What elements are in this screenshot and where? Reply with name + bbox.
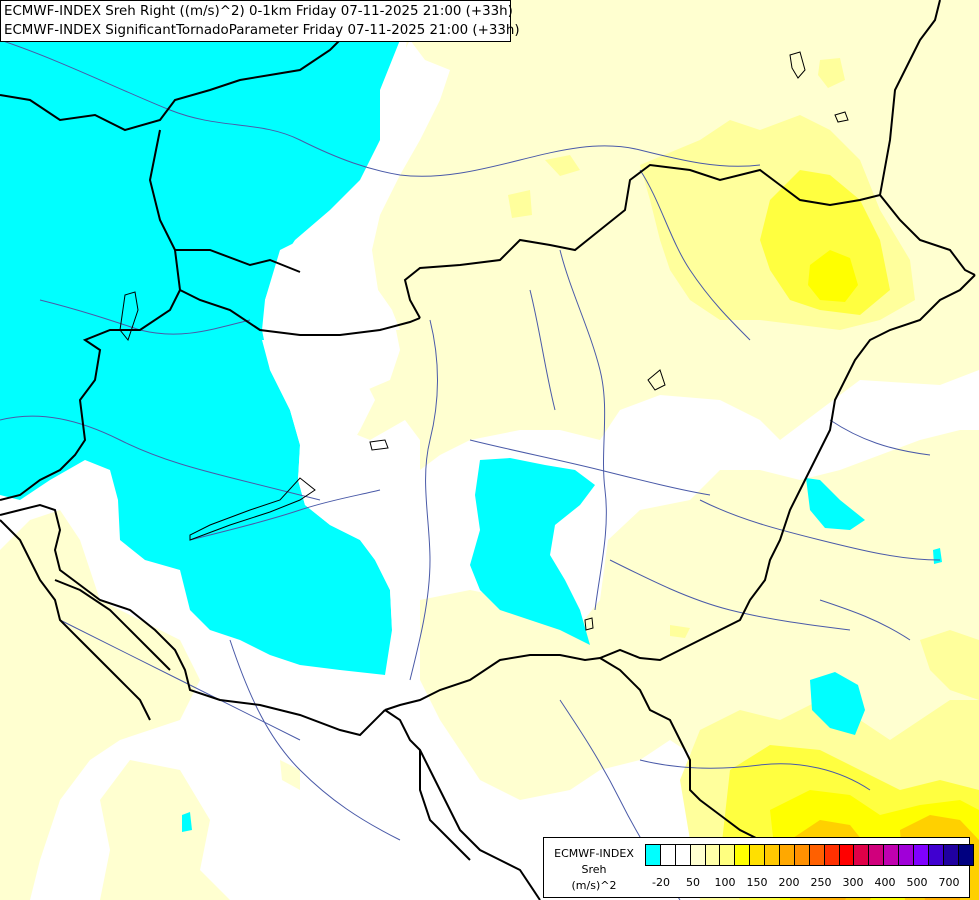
legend-swatch <box>719 844 736 866</box>
legend-swatch <box>853 844 870 866</box>
legend-swatch <box>659 844 676 866</box>
legend-swatch <box>898 844 915 866</box>
legend-swatch <box>868 844 885 866</box>
legend-tick-label: -20 <box>652 876 670 889</box>
legend-swatch <box>957 844 974 866</box>
legend-tick-label: 150 <box>746 876 768 889</box>
legend-tick-label: 50 <box>686 876 700 889</box>
legend-swatch <box>645 844 661 866</box>
legend-swatch <box>764 844 781 866</box>
legend-swatch <box>808 844 825 866</box>
map-title-box: ECMWF-INDEX Sreh Right ((m/s)^2) 0-1km F… <box>0 0 520 42</box>
color-legend: ECMWF-INDEX Sreh (m/s)^2 -20 50 100 150 200 2… <box>543 837 974 898</box>
legend-swatch <box>734 844 751 866</box>
legend-title-model: ECMWF-INDEX <box>554 847 634 860</box>
field-white <box>262 40 450 630</box>
legend-tick-label: 700 <box>938 876 960 889</box>
legend-swatch <box>689 844 706 866</box>
legend-tick-label: 200 <box>778 876 800 889</box>
legend-title-param: Sreh <box>581 863 607 876</box>
legend-swatch <box>674 844 691 866</box>
legend-swatch <box>913 844 929 866</box>
field-cyan <box>0 0 942 832</box>
legend-swatch <box>749 844 766 866</box>
legend-tick-label: 250 <box>810 876 832 889</box>
legend-swatch <box>704 844 721 866</box>
legend-title-unit: (m/s)^2 <box>571 879 617 892</box>
legend-swatch <box>823 844 840 866</box>
legend-tick-label: 500 <box>906 876 928 889</box>
legend-swatch <box>942 844 959 866</box>
legend-tick-label: 300 <box>842 876 864 889</box>
legend-swatch <box>779 844 795 866</box>
map-title-line-2: ECMWF-INDEX SignificantTornadoParameter … <box>4 23 520 38</box>
legend-swatch <box>883 844 900 866</box>
legend-swatches <box>645 844 974 866</box>
map-title-line-1: ECMWF-INDEX Sreh Right ((m/s)^2) 0-1km F… <box>4 4 513 19</box>
legend-tick-label: 400 <box>874 876 896 889</box>
lakes <box>119 51 849 631</box>
legend-tick-label: 100 <box>714 876 736 889</box>
legend-swatch <box>927 844 944 866</box>
legend-swatch <box>793 844 810 866</box>
legend-swatch <box>838 844 855 866</box>
